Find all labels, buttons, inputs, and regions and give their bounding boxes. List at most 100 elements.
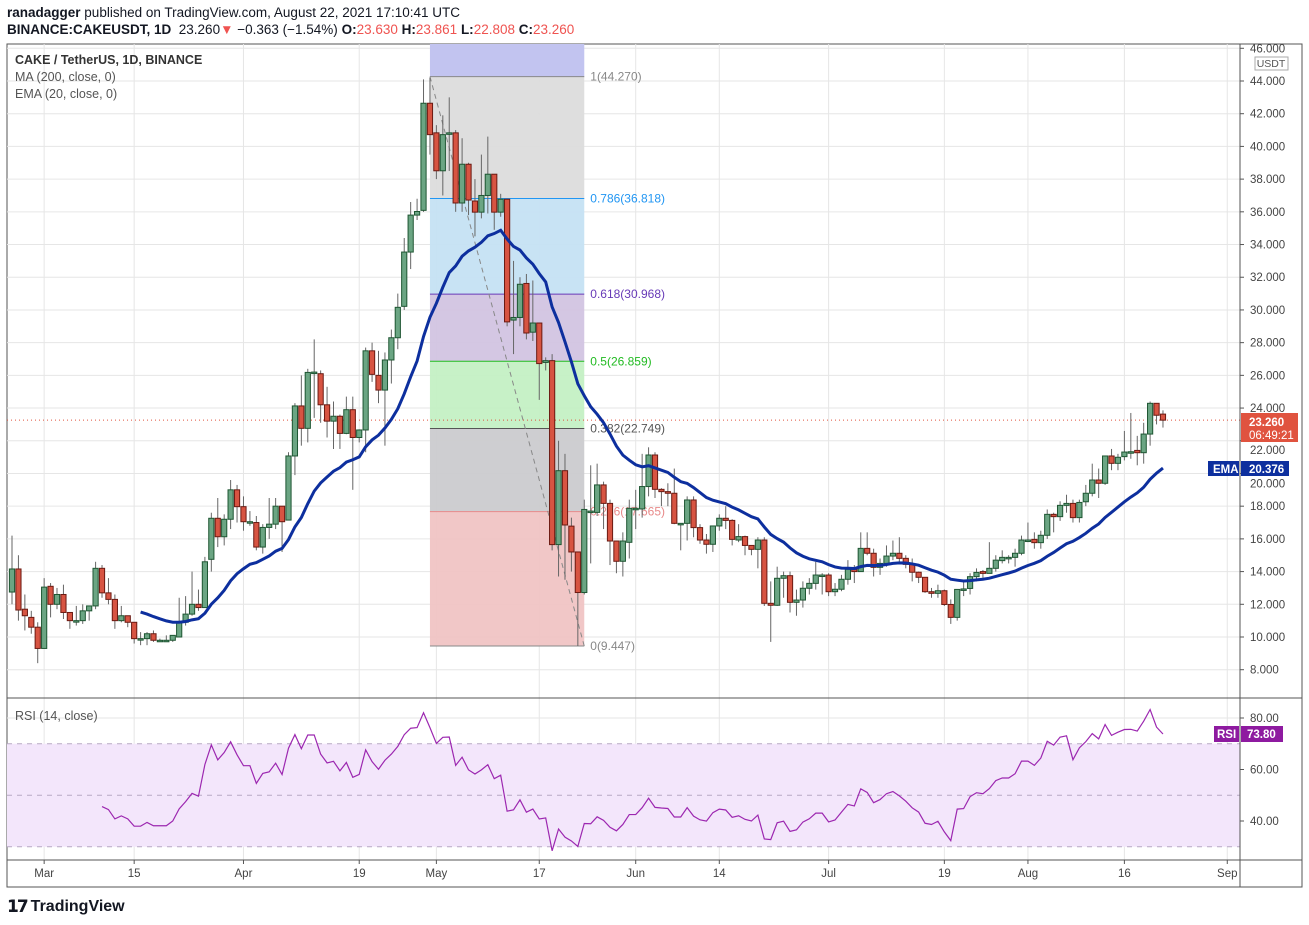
candle [137,632,144,646]
tradingview-logo[interactable]: 𝟭𝟳 TradingView [7,897,125,917]
candle-body-up [934,590,942,594]
candle-body-down [34,626,41,649]
time-tick-label: Apr [235,868,253,880]
rsi-tick-label: 60.00 [1250,765,1279,777]
candle-body-up [954,588,961,618]
candle-body-up [188,603,196,615]
candle-body-down [124,615,131,623]
candle-body-down [671,492,678,524]
candle [169,634,176,642]
candle [536,322,543,400]
currency-label: USDT [1257,58,1286,70]
price-tick-label: 10.000 [1250,632,1285,644]
candle [754,537,761,569]
candle [15,555,22,621]
high-label: H: [401,22,416,37]
candle [619,532,626,577]
price-tick-label: 14.000 [1250,567,1285,579]
rsi-badge-label: RSI [1217,729,1236,741]
candle [632,489,639,530]
candle [735,524,742,543]
candle [73,605,80,626]
candle [60,584,67,620]
candle-body-down [150,633,157,641]
candle [388,329,395,384]
candle [645,447,652,497]
candle-body-up [799,587,806,601]
candle [696,524,704,544]
candle [188,571,196,616]
rsi-tick-label: 40.00 [1250,816,1279,828]
candle-body-up [960,588,967,591]
candle-body-up [388,337,395,361]
candle-body-down [452,132,459,204]
candle-body-up [1037,534,1044,544]
candle-body-down [426,102,434,136]
rsi-badge [1241,726,1283,742]
candle [413,198,421,221]
candle-body-down [1153,402,1160,416]
ma-legend[interactable]: MA (200, close, 0) [15,70,116,84]
price-tick-label: 12.000 [1250,599,1285,611]
candle-body-down [651,454,659,490]
candle-body-down [748,544,755,550]
candle [677,522,684,551]
close-value: 23.260 [533,22,575,37]
candle [1056,501,1064,521]
candle-body-up [1056,504,1064,518]
price-tick-label: 36.000 [1250,207,1285,219]
candle [613,540,620,574]
candle [870,548,877,577]
symbol: BINANCE:CAKEUSDT, 1D [7,22,172,37]
candle-body-up [716,517,723,527]
candle [433,125,440,180]
candle [285,452,292,521]
candle-body-down [568,525,575,553]
candle-body-up [529,322,536,333]
candle [1011,548,1019,567]
candle [979,569,987,579]
candle [523,273,530,340]
candle [1082,484,1089,507]
ema-legend[interactable]: EMA (20, close, 0) [15,87,118,101]
candle [587,465,594,564]
candle-body-up [510,316,517,321]
candle [581,499,588,595]
candle [504,198,511,327]
rsi-line [101,708,1164,851]
candle [1024,522,1032,543]
candle-body-down [741,536,749,546]
price-tick-label: 16.000 [1250,534,1285,546]
last-price-badge-value: 23.260 [1249,417,1284,429]
candle [703,533,710,554]
time-tick-label: 15 [128,868,141,880]
candle [831,583,839,597]
candle [1005,555,1012,564]
candle-body-up [966,576,974,589]
candle-body-up [221,518,228,538]
candle [459,138,466,212]
fib-extension-zone [429,44,585,77]
candle [915,571,922,584]
candle [86,605,93,621]
candle-body-down [1095,479,1102,484]
candle [362,347,369,453]
candle-body-up [709,525,716,545]
candle-body-down [658,488,665,493]
candle [143,632,151,646]
time-tick-label: Jul [821,868,836,880]
candle-body-up [79,610,86,622]
candle-body-down [690,499,697,529]
candle [529,280,536,342]
price-tick-label: 24.000 [1250,403,1285,415]
author[interactable]: ranadagger [7,5,81,20]
candle [1153,402,1160,425]
rsi-legend[interactable]: RSI (14, close) [15,709,98,723]
candle [741,535,749,556]
candle [1140,422,1147,464]
candle [812,561,819,590]
candle-body-up [639,486,646,510]
candle-body-up [356,429,363,438]
candle [394,293,401,350]
